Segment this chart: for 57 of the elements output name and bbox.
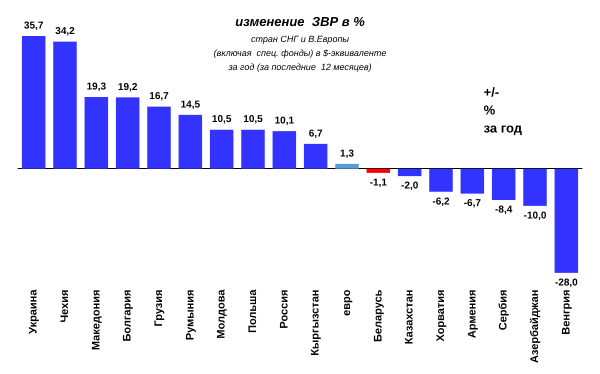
bar	[335, 164, 359, 169]
bar	[84, 96, 108, 169]
bar	[22, 36, 46, 169]
data-label: 1,3	[340, 148, 354, 160]
x-tick-label: Румыния	[184, 290, 196, 340]
data-label: 19,2	[118, 82, 138, 93]
data-label: -8,4	[495, 204, 513, 216]
x-tick-label: Молдова	[216, 288, 228, 339]
bar	[554, 168, 578, 273]
data-label: 19,3	[86, 81, 106, 92]
x-tick-label: Хорватия	[435, 290, 447, 342]
x-tick-label: Болгария	[122, 290, 134, 342]
x-tick-label: Кыргызстан	[310, 290, 322, 356]
data-label: 35,7	[24, 20, 44, 32]
bar	[398, 168, 422, 176]
data-label: -2,0	[401, 180, 419, 192]
bar	[272, 131, 296, 169]
data-label: -10,0	[524, 210, 547, 222]
bar	[304, 144, 328, 169]
chart-title: изменение ЗВР в %	[235, 14, 366, 29]
x-tick-label: Чехия	[59, 290, 71, 323]
annotation: +/- % за год	[484, 84, 523, 136]
data-label: 14,5	[180, 99, 200, 110]
data-label: 10,5	[243, 114, 264, 126]
x-tick-label: Македония	[90, 290, 102, 350]
data-label: -6,2	[432, 196, 450, 208]
text: стран СНГ и В.Европы (включая спец. фонды) в $-эквиваленте за год (за последние 12 месяцев)	[214, 34, 386, 72]
data-label: 6,7	[308, 128, 324, 140]
data-label: -1,1	[370, 177, 388, 188]
bar	[523, 168, 547, 206]
x-tick-label: Армения	[466, 290, 478, 338]
x-tick-label: Украина	[28, 288, 40, 334]
x-tick-label: Польша	[247, 288, 259, 333]
data-label: 16,7	[149, 91, 170, 102]
x-tick-label: Казахстан	[404, 290, 416, 344]
x-tick-label: Грузия	[153, 290, 165, 327]
data-label: 10,1	[274, 116, 294, 127]
data-label: -28,0	[554, 277, 578, 288]
bar	[178, 114, 202, 169]
bar	[116, 97, 140, 169]
x-tick-label: Азербайджан	[529, 290, 541, 364]
x-tick-label: евро	[341, 289, 353, 316]
x-tick-label: Венгрия	[560, 290, 572, 335]
data-label: -6,7	[464, 198, 482, 210]
bar	[53, 42, 77, 169]
bar	[210, 130, 234, 169]
data-label: 34,2	[55, 26, 76, 38]
x-tick-label: Сербия	[498, 290, 510, 330]
bar	[147, 106, 171, 169]
data-label: 10,5	[212, 114, 232, 126]
bar	[460, 168, 484, 194]
bar	[429, 168, 453, 192]
bar	[241, 130, 265, 169]
x-tick-label: Беларусь	[372, 289, 384, 342]
bar	[366, 168, 390, 173]
bar	[492, 168, 516, 200]
x-tick-label: Россия	[278, 290, 290, 329]
